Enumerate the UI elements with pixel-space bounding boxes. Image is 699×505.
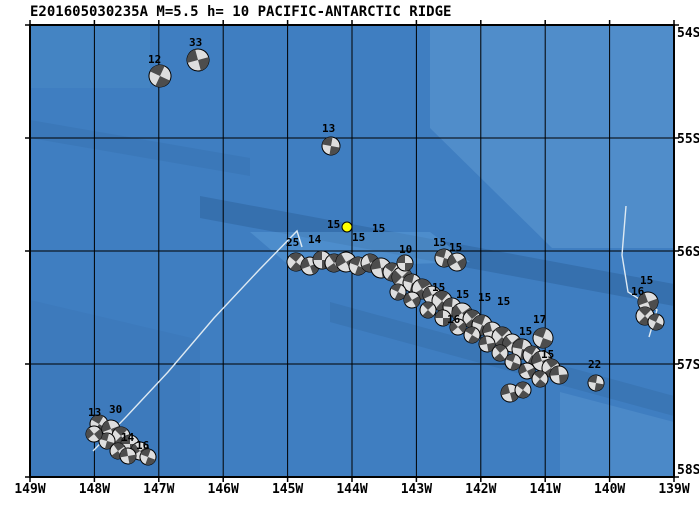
depth-label: 14 <box>308 233 322 246</box>
depth-label: 10 <box>399 243 412 256</box>
map-frame <box>29 24 675 478</box>
depth-label: 15 <box>449 241 462 254</box>
focal-mechanism-beachball <box>518 362 536 380</box>
depth-label: 15 <box>640 274 653 287</box>
depth-label: 15 <box>432 281 445 294</box>
focal-mechanism-beachball <box>463 326 481 344</box>
focal-mechanism-beachball <box>403 291 421 309</box>
y-axis-label: 57S <box>677 358 699 373</box>
focal-mechanism-beachball <box>647 313 665 331</box>
focal-mechanism-beachball <box>549 365 569 385</box>
x-axis-label: 145W <box>272 482 303 497</box>
depth-label: 15 <box>433 236 446 249</box>
focal-mechanism-beachball <box>449 318 467 336</box>
figure-title: E201605030235A M=5.5 h= 10 PACIFIC-ANTAR… <box>30 4 451 20</box>
y-axis-label: 58S <box>677 463 699 478</box>
focal-mechanism-beachball <box>396 254 414 272</box>
depth-label: 15 <box>327 218 340 231</box>
depth-label: 33 <box>189 36 202 49</box>
x-axis-label: 146W <box>208 482 239 497</box>
depth-label: 12 <box>148 53 161 66</box>
depth-label: 25 <box>286 236 299 249</box>
focal-mechanism-beachball <box>119 447 137 465</box>
x-axis-label: 142W <box>465 482 496 497</box>
highlight-event-marker <box>341 221 353 233</box>
depth-label: 16 <box>447 313 461 326</box>
depth-label: 15 <box>541 348 554 361</box>
depth-label: 15 <box>372 222 385 235</box>
x-axis-label: 139W <box>658 482 689 497</box>
focal-mechanism-beachball <box>148 64 172 88</box>
bathymetry-shade <box>30 25 150 88</box>
y-axis-label: 56S <box>677 245 699 260</box>
depth-label: 15 <box>478 291 491 304</box>
focal-mechanism-beachball <box>491 344 509 362</box>
focal-mechanism-beachball <box>186 48 210 72</box>
focal-mechanism-beachball <box>587 374 605 392</box>
bathymetry-shade <box>560 392 674 477</box>
depth-label: 16 <box>136 439 150 452</box>
x-axis-label: 141W <box>530 482 561 497</box>
y-axis-label: 54S <box>677 26 699 41</box>
focal-mechanism-beachball <box>139 448 157 466</box>
x-axis-label: 149W <box>14 482 45 497</box>
y-axis-label: 55S <box>677 132 699 147</box>
bathymetry-shade <box>30 300 200 477</box>
depth-label: 15 <box>497 295 510 308</box>
depth-label: 15 <box>519 325 532 338</box>
depth-label: 16 <box>631 285 645 298</box>
focal-mechanism-beachball <box>434 309 452 327</box>
focal-mechanism-beachball <box>532 327 554 349</box>
bathymetry-shade <box>30 120 250 176</box>
bathymetry-shade <box>430 25 674 248</box>
focal-mechanism-beachball <box>85 425 103 443</box>
focal-mechanism-beachball <box>504 353 522 371</box>
x-axis-label: 140W <box>594 482 625 497</box>
focal-mechanism-beachball <box>531 370 549 388</box>
focal-mechanism-beachball <box>419 301 437 319</box>
focal-mechanism-beachball <box>447 252 467 272</box>
x-axis-label: 147W <box>143 482 174 497</box>
depth-label: 13 <box>88 406 101 419</box>
depth-label: 15 <box>456 288 469 301</box>
x-axis-label: 148W <box>79 482 110 497</box>
x-axis-label: 143W <box>401 482 432 497</box>
focal-mechanism-beachball <box>286 252 306 272</box>
depth-label: 30 <box>109 403 122 416</box>
plate-boundary-track <box>92 229 303 452</box>
depth-label: 17 <box>533 313 546 326</box>
focal-mechanism-beachball <box>478 335 496 353</box>
focal-mechanism-beachball <box>514 381 532 399</box>
depth-label: 22 <box>588 358 601 371</box>
depth-label: 15 <box>352 231 365 244</box>
x-axis-label: 144W <box>336 482 367 497</box>
focal-mechanism-beachball <box>321 136 341 156</box>
depth-label: 14 <box>121 431 135 444</box>
depth-label: 13 <box>322 122 335 135</box>
